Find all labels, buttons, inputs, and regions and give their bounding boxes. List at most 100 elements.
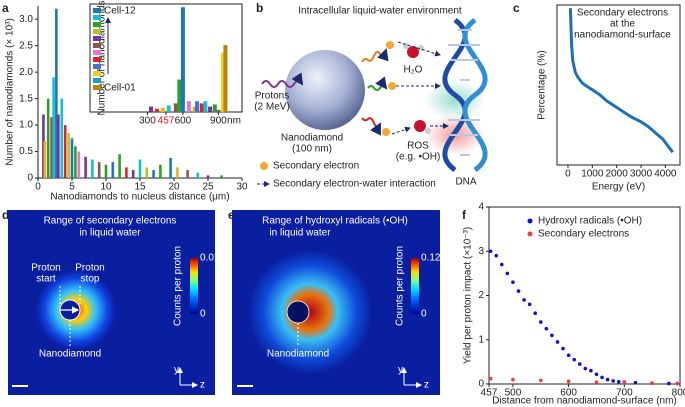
colorbar-tick-label: 0.01 [200,253,220,264]
glow [425,80,485,120]
bar [138,159,142,178]
bar [77,151,81,178]
bar [131,170,135,178]
bar [177,79,182,112]
colorbar [411,258,419,314]
legend-label: Cell-12 [104,6,136,17]
bar [60,98,64,178]
x-tick-label: 457 [481,388,498,399]
bar [180,7,185,113]
dna-strand [462,17,488,173]
panel-letter: d [2,208,9,222]
legend-swatch [93,8,101,13]
legend-swatch [93,15,101,20]
x-tick-label: 900 [210,116,227,127]
x-tick-label: 500 [505,388,522,399]
x-axis-label: Nanodiamonds to nucleus distance (μm) [50,192,229,203]
bar [43,140,47,178]
bar [91,159,94,178]
chart-title: nanodiamond-surface [574,30,671,41]
bar [208,106,213,112]
data-point [488,249,493,254]
bar [199,103,204,112]
data-point [577,362,582,366]
colorbar-tick-label: 0 [421,309,427,320]
bar [206,175,210,178]
bar [203,101,208,112]
bar [223,45,228,112]
panel-letter: f [462,208,467,222]
x-tick-label: 2000 [606,169,629,180]
interaction-arrow [391,126,411,135]
bar [216,109,221,112]
x-tick-label: 0 [35,182,41,193]
bar [154,108,159,112]
bar [63,125,67,178]
data-point [566,379,571,384]
bar [70,138,74,178]
y-axis-label: Percentage (%) [537,50,548,119]
x-axis-label: Distance from nanodiamond-surface (nm) [492,396,677,407]
bar [50,117,53,178]
legend-swatch [93,64,101,69]
panel-letter: b [256,1,263,15]
colorbar-label: Counts per proton [395,246,406,326]
data-point [555,340,560,344]
legend-swatch [527,231,533,237]
data-point [675,381,680,386]
water-label: H₂O [404,65,423,76]
bar [111,162,115,178]
x-tick-label: 0 [565,169,571,180]
data-point [622,380,627,385]
nanodiamond-label: (100 nm) [292,144,332,155]
dna-strand [442,17,468,173]
panel-letter: c [513,1,520,15]
x-tick-label: 30 [236,182,248,193]
legend-swatch [93,78,101,83]
legend-swatch [93,85,101,90]
axis-label: y [398,365,403,376]
annotation: Proton [75,263,104,274]
panel-letter: e [228,208,235,222]
legend-swatch [527,218,533,224]
data-point [600,375,604,380]
y-axis-label: Number of nanodiamonds [97,0,108,115]
chart-title: at the [610,19,635,30]
data-point [566,353,571,358]
y-tick-label: 4 [478,202,484,213]
data-point [667,381,671,386]
y-tick-label: 1.0 [19,120,33,131]
heatmap-title: in liquid water [79,228,141,239]
annotation: start [36,274,56,285]
bar [55,8,58,179]
bar [196,172,200,178]
data-point [616,379,621,384]
y-tick-label: 2.0 [19,67,33,78]
x-tick-label: 25 [202,182,214,193]
data-point [544,326,549,331]
annotation: Nanodiamond [39,349,101,360]
x-axis-label: nm [227,116,241,127]
x-axis-label: Energy (eV) [592,182,645,193]
nanodiamond [286,300,310,324]
y-tick-label: 0.5 [19,146,33,157]
dna-label: DNA [455,177,476,188]
x-tick-label: 5 [69,182,75,193]
data-point [516,289,521,293]
data-point [589,368,593,373]
bar [186,170,189,178]
electron [382,128,390,136]
bar [149,106,153,112]
data-point [650,381,654,385]
bar [186,101,191,112]
ros-molecule [425,128,431,134]
x-tick-label: 457 [158,116,175,127]
data-point [561,346,565,351]
data-point [538,378,543,383]
colorbar [190,258,198,314]
bar [145,167,149,178]
x-tick-label: 3000 [630,169,653,180]
interaction-arrow [397,41,441,57]
colorbar-label: Counts per proton [173,246,184,326]
electron [386,41,394,49]
